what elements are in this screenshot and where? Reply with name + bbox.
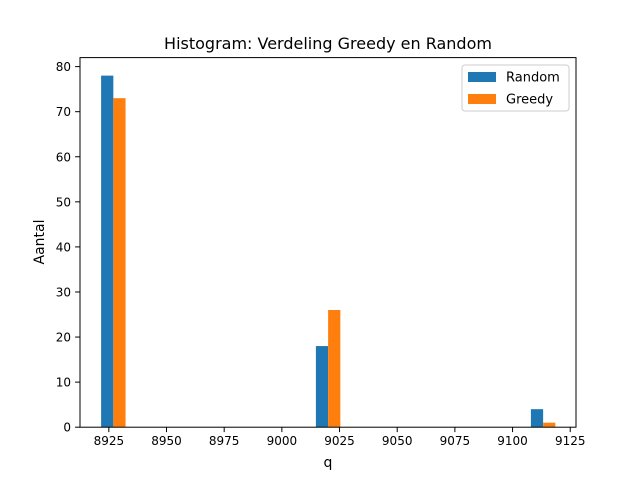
- y-tick-label: 10: [56, 376, 71, 390]
- bar-greedy: [113, 98, 126, 428]
- legend-swatch-random: [468, 72, 496, 82]
- bar-random: [530, 409, 544, 428]
- y-tick-label: 30: [56, 285, 71, 299]
- y-axis-label: Aantal: [32, 220, 48, 265]
- y-axis-ticks: 0 10 20 30 40 50 60 70 80: [56, 60, 80, 435]
- legend: Random Greedy: [461, 64, 570, 112]
- bar-random: [101, 75, 114, 428]
- plot-area-frame: [79, 57, 577, 428]
- bar-greedy: [328, 310, 341, 428]
- x-tick-label: 8925: [94, 434, 125, 448]
- legend-label-random: Random: [506, 71, 560, 86]
- y-tick-label: 20: [56, 331, 71, 345]
- y-tick-label: 70: [56, 105, 71, 119]
- x-tick-label: 9125: [555, 434, 586, 448]
- bar-random: [315, 346, 329, 428]
- chart-title: Histogram: Verdeling Greedy en Random: [164, 34, 492, 53]
- legend-label-greedy: Greedy: [506, 93, 553, 108]
- x-tick-label: 8975: [209, 434, 240, 448]
- x-tick-label: 9000: [267, 434, 298, 448]
- x-tick-label: 9075: [440, 434, 471, 448]
- y-tick-label: 60: [56, 150, 71, 164]
- x-tick-label: 9050: [382, 434, 413, 448]
- y-tick-label: 0: [63, 421, 71, 435]
- bars-layer: [101, 75, 556, 428]
- y-tick-label: 40: [56, 240, 71, 254]
- legend-swatch-greedy: [468, 94, 496, 104]
- x-axis-ticks: 8925 8950 8975 9000 9025 9050 9075 9100 9125: [94, 427, 586, 448]
- x-axis-label: q: [324, 455, 333, 471]
- y-tick-label: 80: [56, 60, 71, 74]
- x-tick-label: 9100: [497, 434, 528, 448]
- y-tick-label: 50: [56, 195, 71, 209]
- bar-greedy: [543, 422, 556, 428]
- x-tick-label: 9025: [324, 434, 355, 448]
- x-tick-label: 8950: [151, 434, 182, 448]
